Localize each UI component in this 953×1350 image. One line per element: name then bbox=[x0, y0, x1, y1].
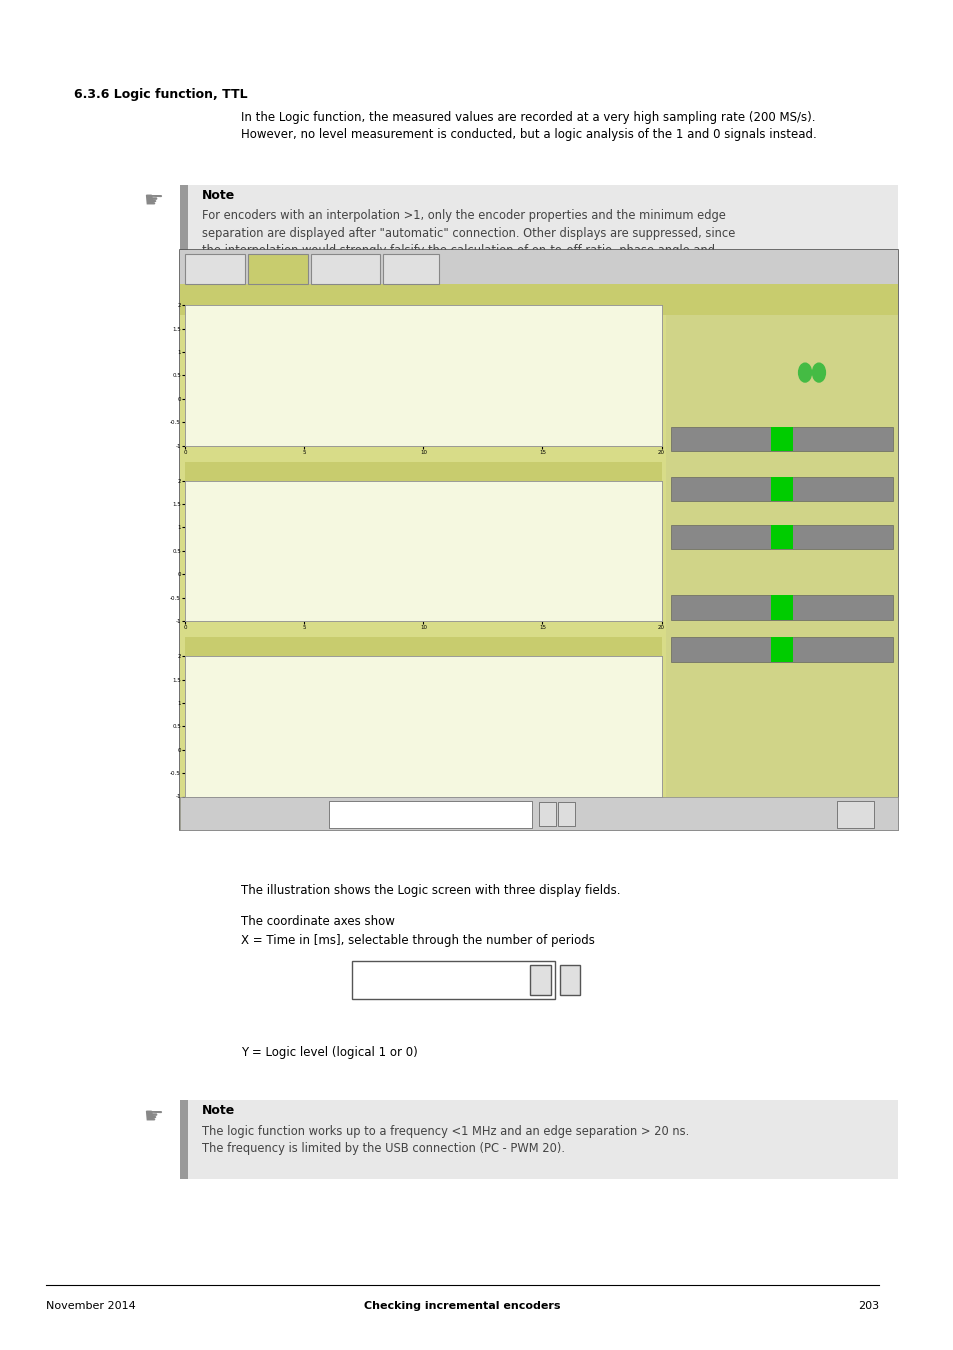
Bar bbox=[770, 477, 792, 501]
Text: 50.871: 50.871 bbox=[770, 647, 792, 652]
Text: -100   -50      0       50     100: -100 -50 0 50 100 bbox=[670, 628, 740, 633]
Text: November 2014: November 2014 bbox=[46, 1301, 136, 1311]
Text: -20       -10         0         10       20: -20 -10 0 10 20 bbox=[670, 508, 750, 513]
Bar bbox=[670, 595, 892, 620]
Bar bbox=[180, 796, 897, 830]
Text: ▶ ◀ ▶: ▶ ◀ ▶ bbox=[194, 809, 216, 818]
Text: 0.830: 0.830 bbox=[772, 486, 790, 491]
FancyBboxPatch shape bbox=[180, 1100, 897, 1179]
Text: Note: Note bbox=[201, 1104, 234, 1118]
Text: Note: Note bbox=[201, 189, 234, 202]
Text: Failure signal: Failure signal bbox=[670, 383, 726, 393]
Bar bbox=[185, 481, 661, 621]
Bar bbox=[180, 284, 897, 315]
Text: -100   -50      0       50     100: -100 -50 0 50 100 bbox=[670, 668, 740, 674]
Text: Note: Note bbox=[846, 810, 864, 818]
Text: Encoder characteristics: Encoder characteristics bbox=[717, 339, 845, 348]
Text: -20       -10         0         10       20: -20 -10 0 10 20 bbox=[670, 458, 750, 463]
Text: 203: 203 bbox=[857, 1301, 878, 1311]
Text: Green=A0  X-Axis[ms]: Green=A0 X-Axis[ms] bbox=[190, 643, 283, 651]
Bar bbox=[770, 525, 792, 549]
Bar bbox=[770, 595, 792, 620]
Text: B R: B R bbox=[643, 645, 657, 653]
Text: -15    -10    -5      0       5      10     15: -15 -10 -5 0 5 10 15 bbox=[670, 556, 758, 562]
Text: 0280: 0280 bbox=[867, 363, 892, 373]
Text: L R: L R bbox=[644, 603, 657, 612]
Bar bbox=[770, 427, 792, 451]
FancyBboxPatch shape bbox=[559, 965, 579, 995]
FancyBboxPatch shape bbox=[530, 965, 550, 995]
Text: Pha: Pha bbox=[642, 533, 657, 541]
Text: ☛: ☛ bbox=[143, 1107, 163, 1127]
Bar bbox=[180, 1100, 188, 1179]
Text: TV A: TV A bbox=[639, 435, 657, 443]
FancyBboxPatch shape bbox=[328, 801, 532, 828]
FancyBboxPatch shape bbox=[837, 801, 874, 828]
Text: The logic function works up to a frequency <1 MHz and an edge separation > 20 ns: The logic function works up to a frequen… bbox=[201, 1125, 688, 1156]
Text: Level: Level bbox=[203, 265, 227, 273]
Text: The illustration shows the Logic screen with three display fields.: The illustration shows the Logic screen … bbox=[240, 884, 619, 898]
Text: Incremental signal characteristics: Incremental signal characteristics bbox=[694, 404, 868, 413]
FancyBboxPatch shape bbox=[185, 254, 245, 284]
Text: For encoders with an interpolation >1, only the encoder properties and the minim: For encoders with an interpolation >1, o… bbox=[201, 209, 735, 327]
Bar bbox=[180, 185, 188, 364]
Bar bbox=[670, 637, 892, 662]
Text: Red=A1  X-Axis[ms]: Red=A1 X-Axis[ms] bbox=[190, 292, 274, 300]
Text: Logic: Logic bbox=[520, 293, 557, 305]
Text: Number of periods  10: Number of periods 10 bbox=[360, 975, 485, 985]
Bar bbox=[670, 427, 892, 451]
Text: The coordinate axes show: The coordinate axes show bbox=[240, 915, 394, 929]
Bar bbox=[185, 656, 661, 796]
Text: Logic: Logic bbox=[266, 265, 290, 273]
Text: Checking incremental encoders: Checking incremental encoders bbox=[364, 1301, 560, 1311]
Text: 6.3.6 Logic function, TTL: 6.3.6 Logic function, TTL bbox=[74, 88, 248, 101]
Text: Freq: Freq bbox=[670, 363, 688, 373]
Text: +: + bbox=[562, 810, 569, 818]
Text: Y = Logic level (logical 1 or 0): Y = Logic level (logical 1 or 0) bbox=[240, 1046, 416, 1060]
Text: Blue=A2  X-Axis[ms]: Blue=A2 X-Axis[ms] bbox=[190, 467, 276, 475]
Text: Minimum edge separation: Minimum edge separation bbox=[709, 691, 853, 701]
Bar bbox=[670, 477, 892, 501]
Circle shape bbox=[812, 363, 824, 382]
FancyBboxPatch shape bbox=[311, 254, 380, 284]
Text: Number of periods  5.0: Number of periods 5.0 bbox=[333, 810, 421, 818]
FancyBboxPatch shape bbox=[352, 961, 555, 999]
Bar bbox=[665, 315, 897, 830]
Bar bbox=[670, 525, 892, 549]
FancyBboxPatch shape bbox=[180, 250, 897, 830]
Bar bbox=[185, 462, 661, 481]
Text: X = Time in [ms], selectable through the number of periods: X = Time in [ms], selectable through the… bbox=[240, 934, 594, 948]
Bar bbox=[185, 305, 661, 446]
Bar bbox=[180, 250, 897, 284]
FancyBboxPatch shape bbox=[180, 185, 897, 364]
Text: =: = bbox=[544, 810, 551, 818]
Text: Reference signal: Reference signal bbox=[735, 576, 827, 586]
Bar bbox=[185, 286, 661, 305]
Text: 0.000: 0.000 bbox=[772, 605, 790, 610]
FancyBboxPatch shape bbox=[539, 802, 556, 826]
Text: 0.143: 0.143 bbox=[772, 535, 790, 540]
Text: =: = bbox=[535, 973, 545, 987]
Text: Note: Note bbox=[399, 265, 421, 273]
Text: In the Logic function, the measured values are recorded at a very high sampling : In the Logic function, the measured valu… bbox=[240, 111, 816, 140]
FancyBboxPatch shape bbox=[558, 802, 574, 826]
Text: +: + bbox=[564, 973, 575, 987]
Bar bbox=[185, 637, 661, 656]
Circle shape bbox=[798, 363, 811, 382]
Text: TV B: TV B bbox=[639, 485, 657, 493]
FancyBboxPatch shape bbox=[383, 254, 438, 284]
Text: Counter: Counter bbox=[327, 265, 363, 273]
Text: 333890: 333890 bbox=[856, 716, 892, 725]
FancyBboxPatch shape bbox=[248, 254, 308, 284]
Text: ☛: ☛ bbox=[143, 190, 163, 211]
Bar bbox=[770, 637, 792, 662]
Bar bbox=[180, 315, 897, 830]
Text: 2.285: 2.285 bbox=[772, 436, 790, 441]
Text: FA: FA bbox=[670, 716, 680, 725]
